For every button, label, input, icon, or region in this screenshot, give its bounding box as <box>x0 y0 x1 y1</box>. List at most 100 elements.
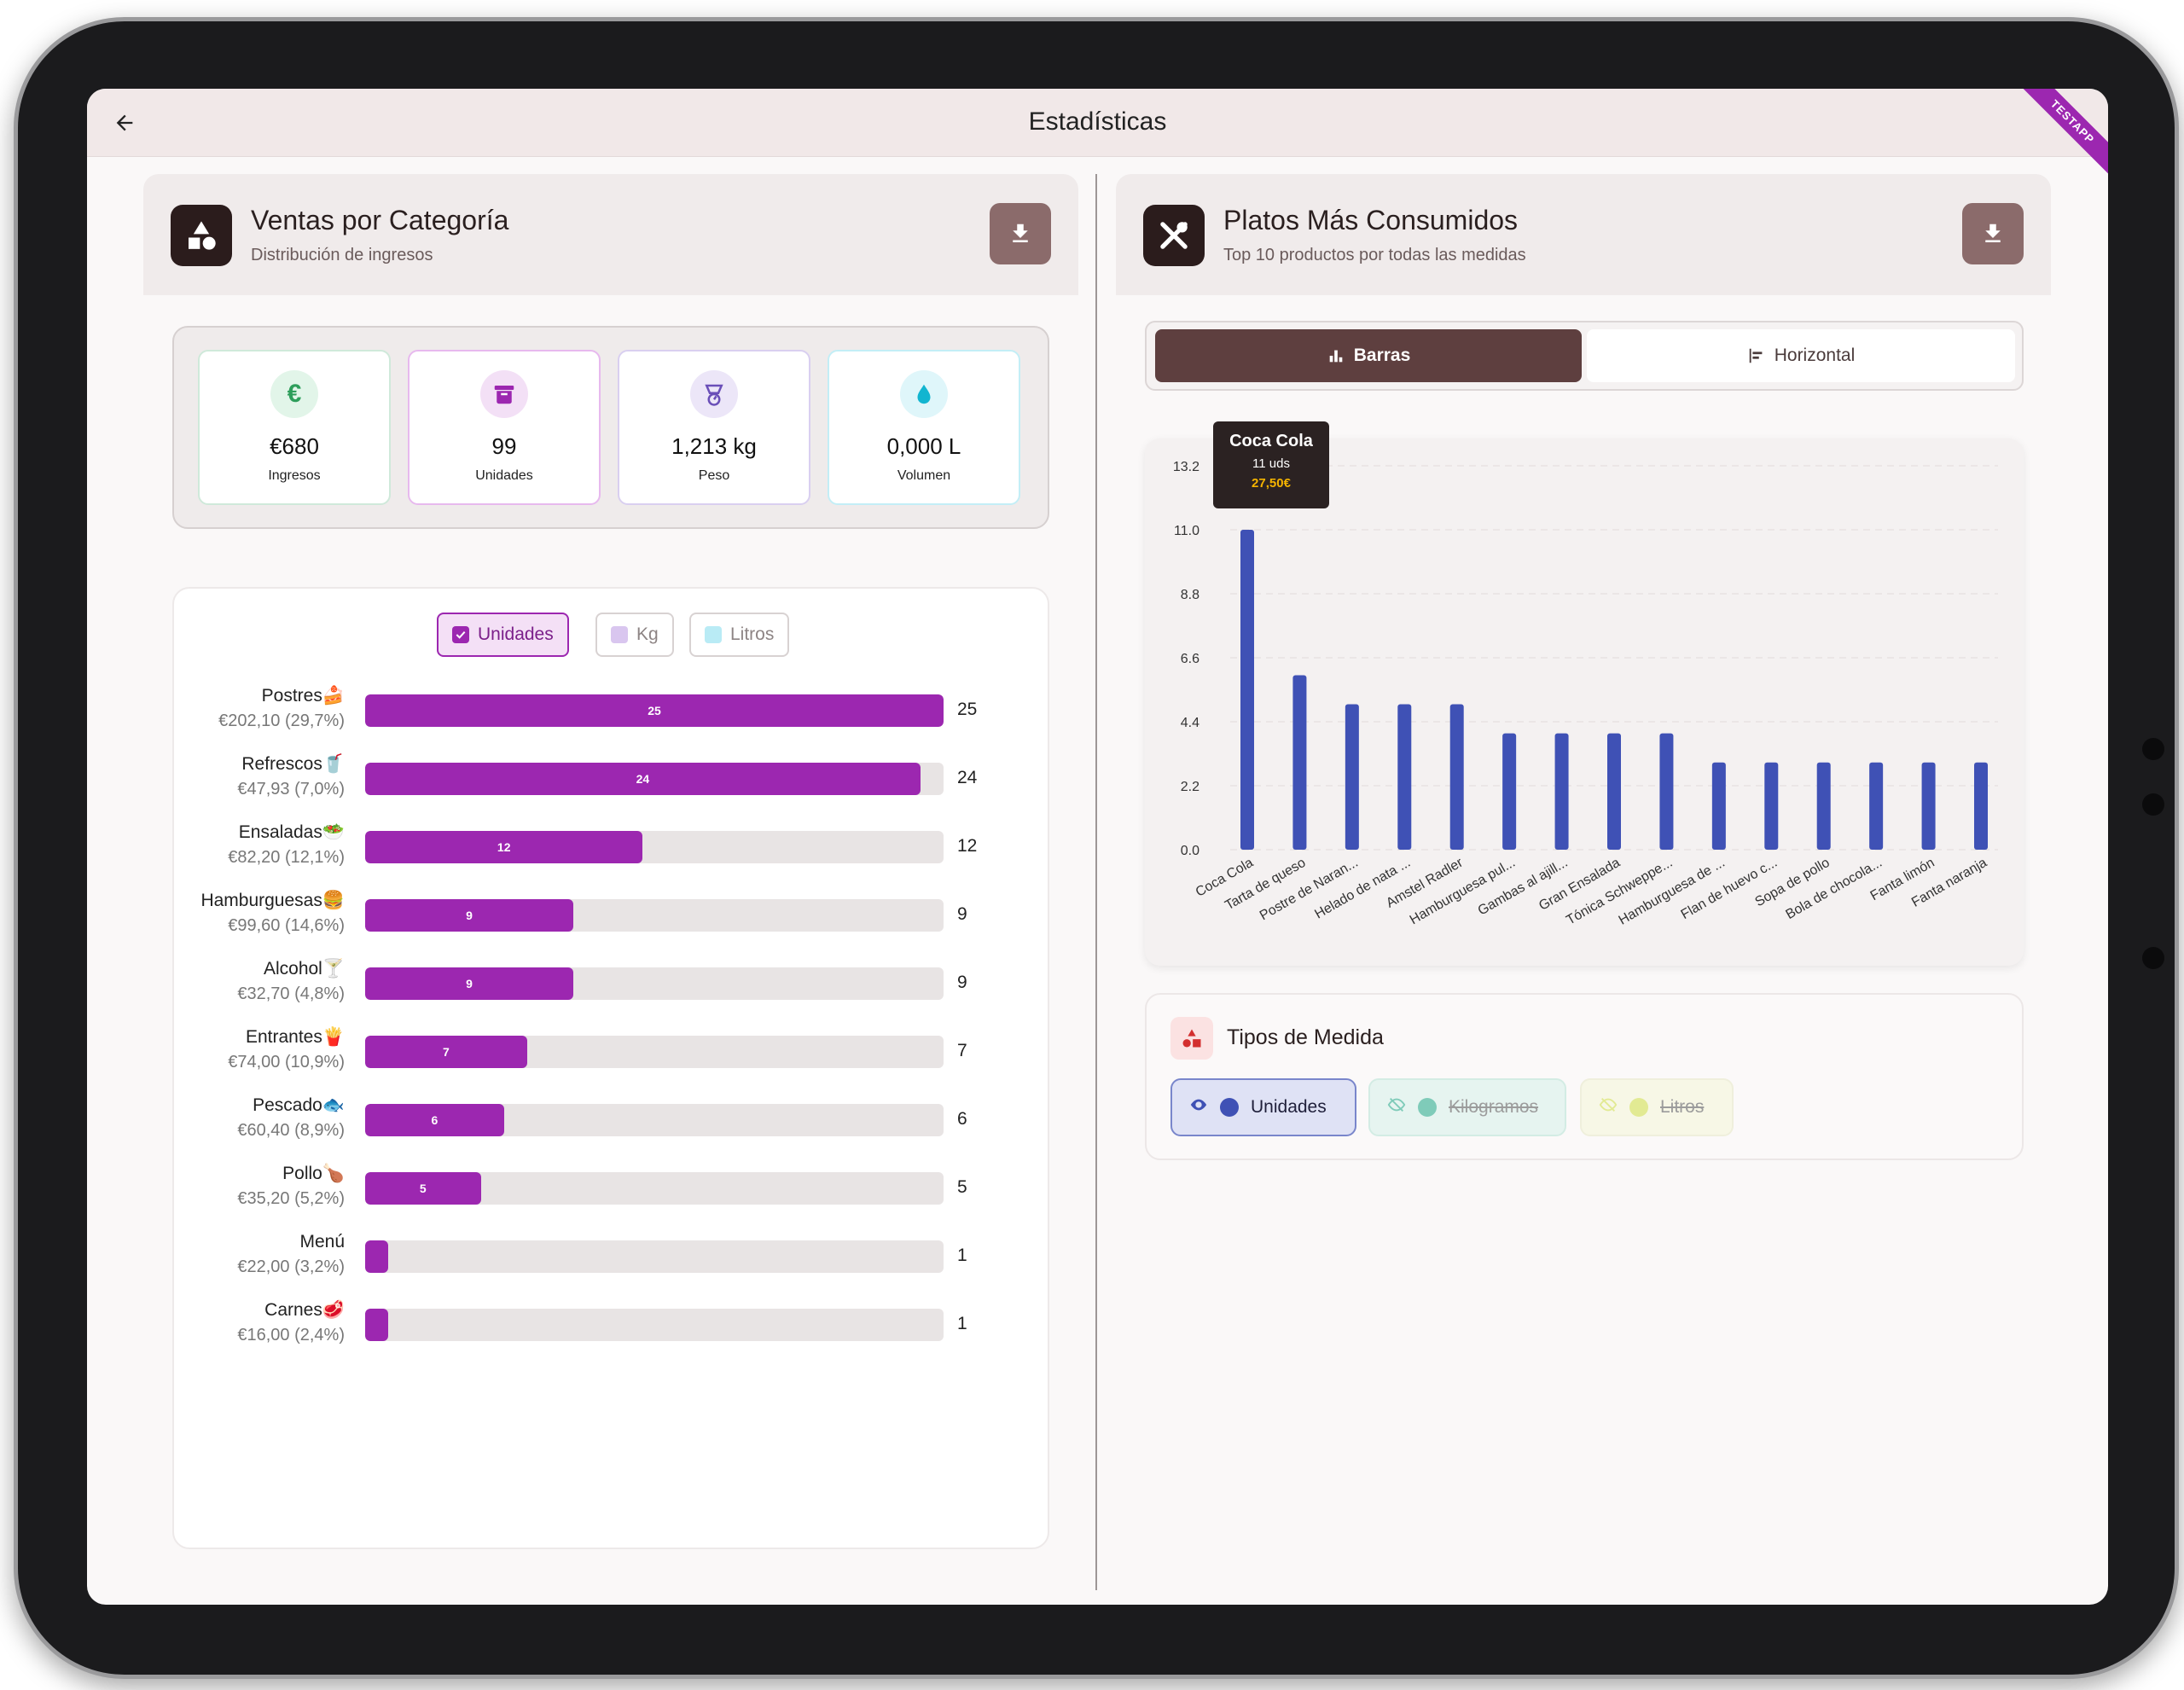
category-revenue: €202,10 (29,7%) <box>218 711 345 730</box>
chart-bar[interactable] <box>1816 762 1831 850</box>
category-row: Alcohol🍸 €32,70 (4,8%) 9 9 <box>174 952 1048 1020</box>
category-units: 5 <box>957 1177 967 1197</box>
side-sensor <box>2142 947 2164 969</box>
arrow-left-icon <box>116 114 133 131</box>
side-sensor <box>2142 793 2164 816</box>
category-bar-fill <box>365 1240 389 1273</box>
tab-barras[interactable]: Barras <box>1155 329 1582 382</box>
category-row: Postres🍰 €202,10 (29,7%) 25 25 <box>174 679 1048 747</box>
category-bar-fill: 5 <box>365 1172 481 1205</box>
category-bar-fill: 9 <box>365 899 574 932</box>
measure-types: Tipos de Medida Unidades Kilogramos Litros <box>1145 993 2024 1160</box>
chart-bar[interactable] <box>1711 762 1726 850</box>
download-icon <box>1985 224 2001 242</box>
chart-bar[interactable] <box>1764 762 1779 850</box>
medida-title: Tipos de Medida <box>1227 1025 1384 1049</box>
scale-icon <box>690 370 738 418</box>
measure-chip-unidades[interactable]: Unidades <box>1170 1078 1356 1136</box>
category-bar-track: 12 <box>365 831 944 863</box>
category-revenue: €74,00 (10,9%) <box>228 1053 345 1071</box>
euro-icon: € <box>270 370 318 418</box>
stat-value: €680 <box>270 433 319 459</box>
chart-bar[interactable] <box>1554 733 1569 850</box>
category-bar-fill: 24 <box>365 763 921 795</box>
chart-bar[interactable] <box>1869 762 1884 850</box>
category-units: 6 <box>957 1109 967 1129</box>
category-bar-track <box>365 1240 944 1273</box>
chart-tooltip: Coca Cola 11 uds 27,50€ <box>1213 421 1329 508</box>
chart-bar[interactable] <box>1607 733 1621 850</box>
filter-chip-litros[interactable]: Litros <box>689 613 790 657</box>
bar-chart-icon <box>1329 350 1343 363</box>
category-units: 9 <box>957 904 967 924</box>
measure-chip-label: Unidades <box>1251 1097 1327 1117</box>
category-units: 7 <box>957 1041 967 1060</box>
chart-bar[interactable] <box>1397 704 1412 850</box>
category-name: Hamburguesas🍔 <box>200 891 345 910</box>
category-bar-track: 24 <box>365 763 944 795</box>
chart-bar[interactable] <box>1502 733 1517 850</box>
color-dot-icon <box>1418 1098 1437 1117</box>
back-button[interactable] <box>107 106 142 140</box>
chart-bar[interactable] <box>1659 733 1674 850</box>
y-tick-label: 6.6 <box>1181 652 1199 666</box>
page-title: Estadísticas <box>1028 107 1167 136</box>
filter-chip-label: Unidades <box>478 624 554 644</box>
checkbox-icon <box>611 626 628 643</box>
x-tick-label: Gambas al ajill... <box>1476 856 1571 919</box>
category-icon <box>171 205 232 266</box>
category-bar-track: 7 <box>365 1036 944 1068</box>
category-bar-fill <box>365 1309 389 1341</box>
tab-horizontal[interactable]: Horizontal <box>1587 329 2015 382</box>
tab-horizontal-label: Horizontal <box>1774 346 1856 365</box>
app-screen: Estadísticas TESTAPP Ventas por Categorí… <box>87 89 2108 1605</box>
x-tick-label: Bola de chocola... <box>1783 856 1885 922</box>
download-button[interactable] <box>1962 203 2024 264</box>
chart-type-toggle: Barras Horizontal <box>1145 321 2024 391</box>
category-bar-fill: 6 <box>365 1104 504 1136</box>
chart-bar[interactable] <box>1974 762 1988 850</box>
category-bar-fill: 12 <box>365 831 643 863</box>
filter-chip-kg[interactable]: Kg <box>595 613 674 657</box>
chart-bar[interactable] <box>1345 704 1359 850</box>
category-revenue: €60,40 (8,9%) <box>237 1121 345 1140</box>
measure-chip-litros[interactable]: Litros <box>1580 1078 1734 1136</box>
measure-chip-label: Litros <box>1660 1097 1705 1117</box>
download-button[interactable] <box>990 203 1051 264</box>
stat-label: Unidades <box>475 468 533 483</box>
platos-title: Platos Más Consumidos <box>1223 205 1519 235</box>
category-bar-track: 25 <box>365 694 944 727</box>
platos-header: Platos Más Consumidos Top 10 productos p… <box>1116 174 2051 295</box>
ventas-title: Ventas por Categoría <box>251 205 509 235</box>
download-icon <box>1013 224 1028 242</box>
stat-card-ingresos: € €680 Ingresos <box>198 350 391 505</box>
category-name: Pescado🐟 <box>253 1095 345 1115</box>
eye-off-icon <box>1599 1095 1618 1119</box>
category-revenue: €32,70 (4,8%) <box>237 984 345 1003</box>
filter-chip-label: Litros <box>730 624 775 644</box>
y-tick-label: 13.2 <box>1173 460 1199 474</box>
water-drop-icon <box>900 370 948 418</box>
archive-icon <box>480 370 528 418</box>
measure-chip-kilogramos[interactable]: Kilogramos <box>1368 1078 1566 1136</box>
category-row: Ensaladas🥗 €82,20 (12,1%) 12 12 <box>174 816 1048 884</box>
category-revenue: €47,93 (7,0%) <box>237 780 345 799</box>
chart-bar[interactable] <box>1292 675 1307 850</box>
category-name: Pollo🍗 <box>282 1164 345 1183</box>
category-chart: Unidades Kg Litros Postres🍰 €202,10 (29,7%)… <box>172 587 1049 1549</box>
y-tick-label: 8.8 <box>1181 588 1199 602</box>
y-tick-label: 2.2 <box>1181 780 1199 794</box>
tooltip-name: Coca Cola <box>1229 432 1313 450</box>
category-name: Ensaladas🥗 <box>238 822 345 842</box>
filter-chip-unidades[interactable]: Unidades <box>437 613 569 657</box>
chart-bar[interactable] <box>1240 530 1254 850</box>
category-row: Pollo🍗 €35,20 (5,2%) 5 5 <box>174 1157 1048 1225</box>
category-revenue: €99,60 (14,6%) <box>228 916 345 935</box>
chart-bar[interactable] <box>1921 762 1936 850</box>
category-name: Postres🍰 <box>261 686 345 706</box>
category-bar-track: 6 <box>365 1104 944 1136</box>
category-row: Carnes🥩 €16,00 (2,4%) 1 <box>174 1293 1048 1362</box>
shapes-icon <box>1170 1017 1213 1060</box>
chart-bar[interactable] <box>1449 704 1464 850</box>
